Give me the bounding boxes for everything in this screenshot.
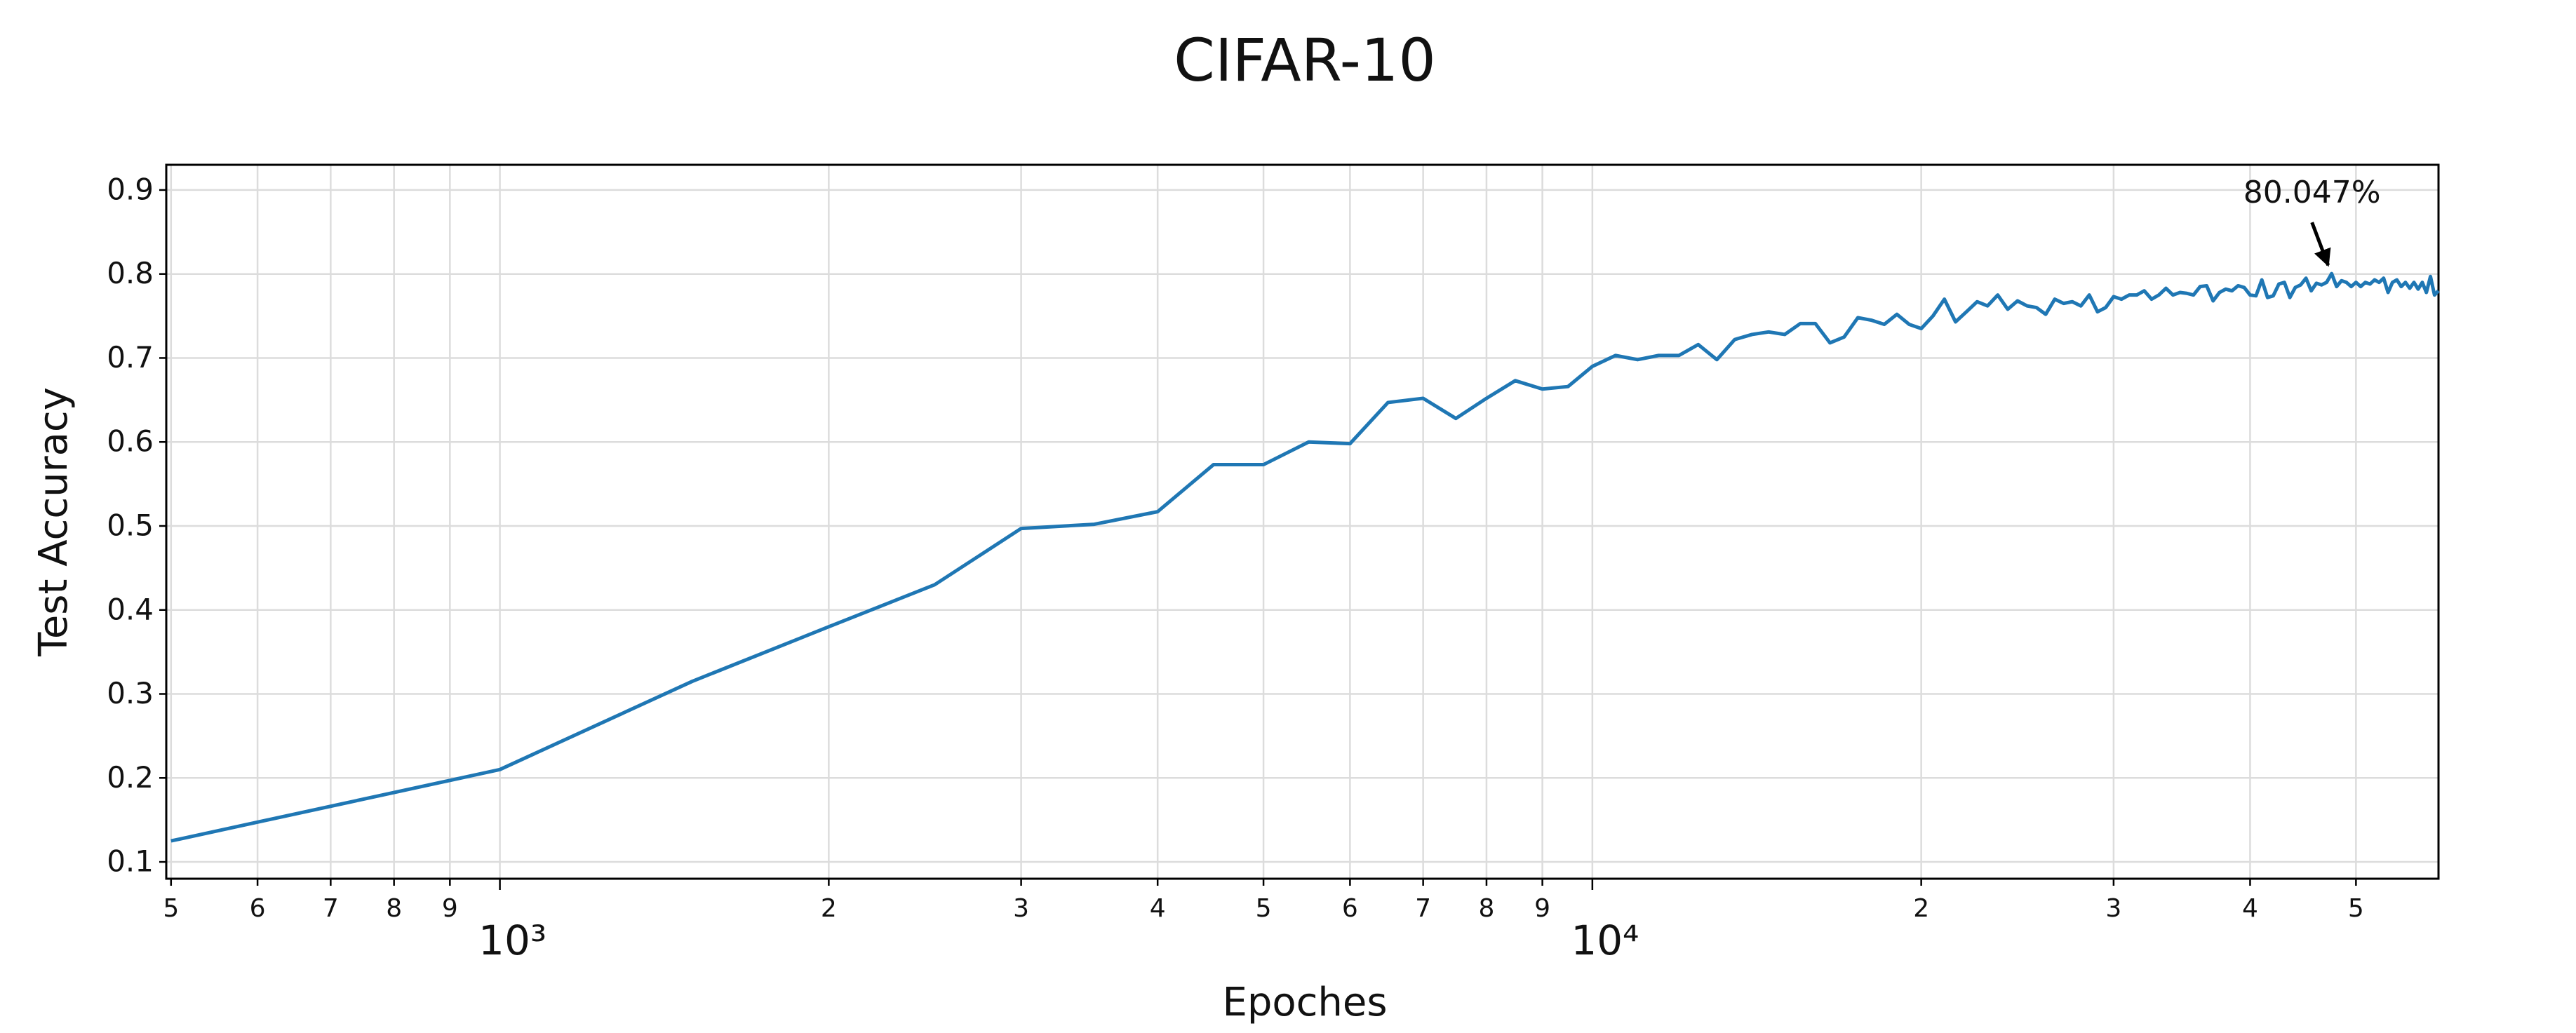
- x-tick-label: 9: [1534, 894, 1550, 923]
- x-tick-label: 6: [1342, 894, 1358, 923]
- x-tick-label: 3: [2105, 894, 2121, 923]
- x-tick-label: 5: [163, 894, 179, 923]
- y-tick-label: 0.7: [107, 340, 154, 374]
- y-tick-label: 0.2: [107, 760, 154, 795]
- x-tick-label: 10⁴: [1571, 917, 1639, 964]
- y-tick-label: 0.1: [107, 844, 154, 879]
- x-tick-label: 2: [1913, 894, 1929, 923]
- y-tick-label: 0.8: [107, 256, 154, 290]
- x-tick-label: 5: [2348, 894, 2364, 923]
- y-tick-label: 0.3: [107, 676, 154, 710]
- annotation-arrow: [2310, 222, 2331, 267]
- x-tick-label: 8: [1478, 894, 1494, 923]
- x-tick-label: 7: [1415, 894, 1431, 923]
- x-axis-label: Epoches: [1222, 980, 1387, 1025]
- x-tick-label: 9: [442, 894, 458, 923]
- chart-title: CIFAR-10: [1174, 26, 1436, 95]
- y-tick-label: 0.6: [107, 424, 154, 459]
- y-axis-label: Test Accuracy: [31, 387, 76, 657]
- x-tick-label: 8: [386, 894, 402, 923]
- x-tick-label: 6: [250, 894, 266, 923]
- y-tick-label: 0.9: [107, 172, 154, 206]
- x-tick-label: 10³: [478, 917, 546, 964]
- x-tick-label: 3: [1013, 894, 1029, 923]
- y-tick-label: 0.5: [107, 508, 154, 542]
- x-tick-label: 4: [1150, 894, 1166, 923]
- x-tick-label: 4: [2242, 894, 2258, 923]
- x-tick-label: 2: [821, 894, 837, 923]
- data-line: [170, 271, 2440, 843]
- annotation-text: 80.047%: [2243, 175, 2381, 210]
- x-tick-label: 5: [1256, 894, 1272, 923]
- plot-frame: [165, 163, 2440, 880]
- y-tick-label: 0.4: [107, 592, 154, 626]
- x-tick-label: 7: [323, 894, 339, 923]
